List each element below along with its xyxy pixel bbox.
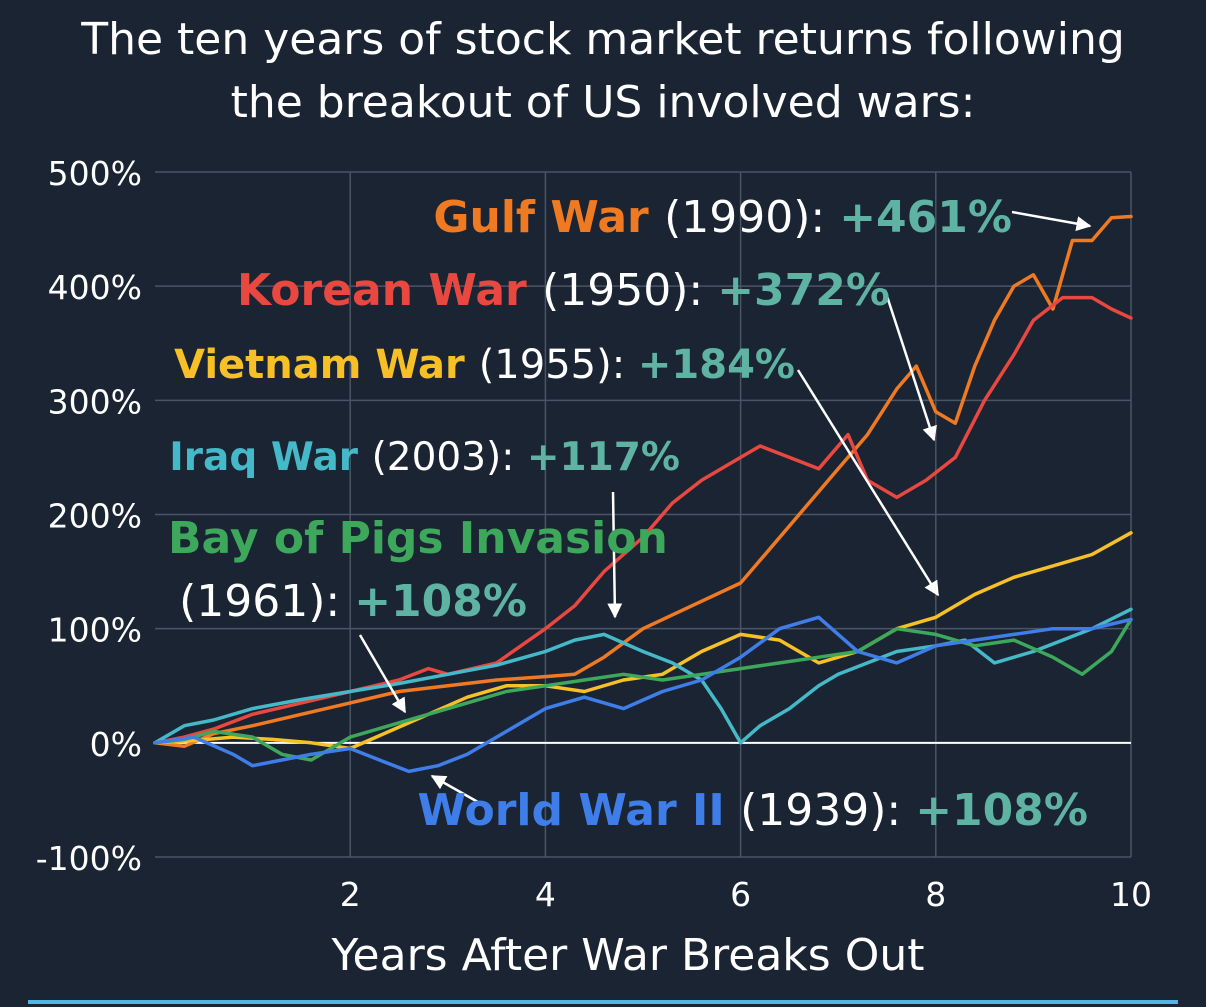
annotation-name: Korean War bbox=[237, 265, 542, 316]
series-line-gulf-war bbox=[153, 214, 1133, 749]
annotation-name: Vietnam War bbox=[174, 342, 479, 388]
y-tick-label: 200% bbox=[48, 497, 142, 536]
annotation-world-war-ii: World War II (1939): +108% bbox=[418, 785, 1088, 836]
annotation-years: (1955): bbox=[479, 342, 638, 388]
y-tick-label: 100% bbox=[48, 611, 142, 650]
annotation-return: +108% bbox=[915, 785, 1088, 836]
y-tick-label: 400% bbox=[48, 268, 142, 307]
title-line-2: the breakout of US involved wars: bbox=[230, 77, 976, 128]
annotation-gulf-war: Gulf War (1990): +461% bbox=[433, 192, 1012, 243]
series-line-vietnam-war bbox=[153, 531, 1133, 751]
title-line-1: The ten years of stock market returns fo… bbox=[81, 14, 1125, 65]
series-line-bay-of-pigs-invasion bbox=[153, 617, 1133, 762]
annotation-bay-of-pigs-invasion-value: (1961): +108% bbox=[179, 576, 527, 627]
series-line-world-war-ii bbox=[153, 615, 1133, 774]
bottom-rule bbox=[28, 1000, 1178, 1004]
x-tick-label: 4 bbox=[535, 875, 556, 914]
x-tick-label: 10 bbox=[1110, 875, 1152, 914]
annotation-bay-of-pigs-invasion-name: Bay of Pigs Invasion bbox=[168, 513, 668, 564]
y-tick-label: 300% bbox=[48, 382, 142, 421]
annotation-vietnam-war: Vietnam War (1955): +184% bbox=[174, 342, 795, 388]
annotation-years: (1939): bbox=[740, 785, 915, 836]
y-tick-label: -100% bbox=[36, 839, 142, 878]
annotation-arrow bbox=[607, 491, 623, 619]
annotation-name: Gulf War bbox=[433, 192, 664, 243]
annotation-name: Iraq War bbox=[169, 435, 371, 480]
annotation-years: (1950): bbox=[542, 265, 717, 316]
annotation-years: (2003): bbox=[372, 435, 527, 480]
annotation-return: +461% bbox=[839, 192, 1012, 243]
annotation-name: World War II bbox=[418, 785, 741, 836]
x-tick-label: 2 bbox=[340, 875, 361, 914]
x-axis-label: Years After War Breaks Out bbox=[331, 930, 925, 981]
annotation-years: (1961): bbox=[179, 576, 354, 627]
y-tick-label: 500% bbox=[48, 154, 142, 193]
y-tick-label: 0% bbox=[90, 725, 142, 764]
chart-title: The ten years of stock market returns fo… bbox=[0, 8, 1206, 134]
annotation-arrow bbox=[430, 774, 493, 812]
annotation-return: +117% bbox=[527, 435, 680, 480]
annotation-years: (1990): bbox=[664, 192, 839, 243]
annotation-korean-war: Korean War (1950): +372% bbox=[237, 265, 890, 316]
x-tick-label: 6 bbox=[730, 875, 751, 914]
annotation-return: +108% bbox=[354, 576, 527, 627]
annotation-iraq-war: Iraq War (2003): +117% bbox=[169, 435, 680, 480]
annotation-return: +372% bbox=[717, 265, 890, 316]
annotation-arrow bbox=[883, 289, 937, 442]
x-tick-label: 8 bbox=[925, 875, 946, 914]
annotation-return: +184% bbox=[638, 342, 795, 388]
annotation-arrow bbox=[796, 369, 940, 597]
annotation-arrow bbox=[1011, 210, 1092, 231]
annotation-arrow bbox=[358, 634, 407, 714]
